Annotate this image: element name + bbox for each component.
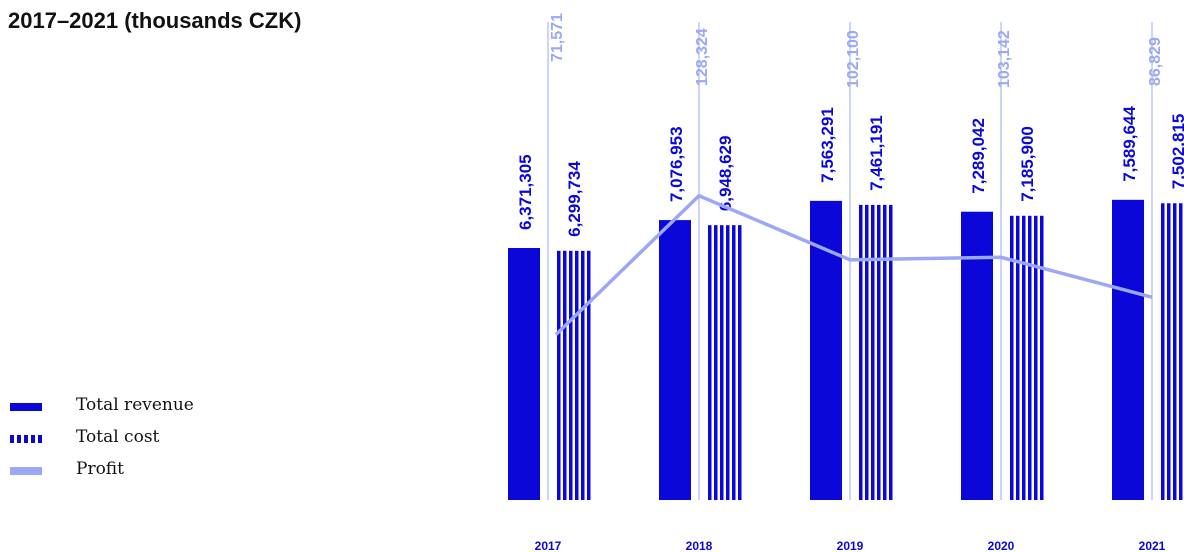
revenue-label-2020: 7,289,042 [969, 118, 988, 194]
x-tick-2019: 2019 [837, 539, 864, 552]
cost-label-2021: 7.502.815 [1169, 114, 1184, 190]
profit-label-2017: 71,571 [549, 13, 566, 62]
legend-label-revenue: Total revenue [76, 395, 194, 415]
profit-label-2020: 103,142 [996, 30, 1013, 88]
cost-label-2018: 6,948,629 [716, 136, 735, 212]
cost-bar-2021 [1161, 203, 1183, 500]
legend-label-cost: Total cost [76, 427, 160, 447]
revenue-bar-2021 [1112, 199, 1144, 501]
revenue-label-2017: 6,371,305 [516, 154, 535, 230]
legend-swatch-profit [10, 467, 42, 475]
profit-line [554, 193, 1153, 336]
revenue-label-2018: 7,076,953 [667, 126, 686, 202]
cost-bar-2018 [708, 225, 742, 501]
revenue-bar-2020 [961, 211, 993, 500]
x-tick-2017: 2017 [535, 539, 562, 552]
revenue-bar-2017 [508, 248, 540, 500]
cost-label-2017: 6,299,734 [565, 161, 584, 237]
revenue-label-2021: 7,589,644 [1120, 106, 1139, 182]
profit-label-2018: 128,324 [694, 28, 711, 86]
profit-label-2021: 86,829 [1147, 37, 1164, 86]
legend-swatch-revenue [10, 403, 42, 411]
x-tick-2018: 2018 [686, 539, 713, 552]
cost-bar-2017 [557, 250, 591, 500]
cost-bar-2020 [1010, 215, 1044, 500]
chart-title: 2017–2021 (thousands CZK) [8, 8, 302, 33]
profit-label-2019: 102,100 [845, 30, 862, 88]
x-tick-2021: 2021 [1139, 539, 1166, 552]
cost-label-2019: 7,461,191 [867, 115, 886, 191]
legend-label-profit: Profit [76, 459, 124, 479]
x-tick-2020: 2020 [988, 539, 1015, 552]
cost-bar-2019 [859, 204, 893, 500]
legend-swatch-cost [10, 435, 42, 443]
cost-label-2020: 7,185,900 [1018, 126, 1037, 202]
revenue-label-2019: 7,563,291 [818, 107, 837, 183]
revenue-bar-2018 [659, 220, 691, 500]
